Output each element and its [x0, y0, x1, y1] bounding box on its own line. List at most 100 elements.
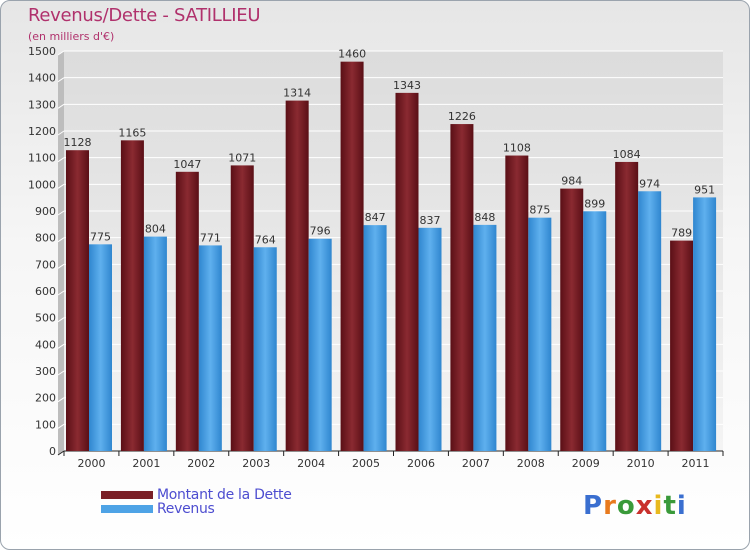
gridline-wall: [57, 50, 65, 56]
bar-revenus: [363, 225, 387, 451]
gridline-wall: [57, 290, 65, 296]
data-label-dette: 1047: [173, 158, 201, 171]
bar-revenus: [89, 244, 112, 451]
logo-letter: t: [663, 491, 677, 521]
gridline-wall: [57, 370, 65, 376]
x-tick-label: 2010: [627, 457, 655, 470]
gridline-wall: [57, 237, 65, 243]
bar-dette: [450, 124, 474, 452]
x-tick-label: 2008: [517, 457, 545, 470]
x-tick-label: 2001: [132, 457, 160, 470]
y-tick-label: 800: [35, 232, 56, 245]
gridline-wall: [57, 423, 65, 429]
x-tick-label: 2005: [352, 457, 380, 470]
x-tick-label: 2011: [682, 457, 710, 470]
bar-dette: [340, 61, 364, 452]
gridline-wall: [57, 103, 65, 109]
y-tick-label: 700: [35, 258, 56, 271]
x-tick-label: 2006: [407, 457, 435, 470]
chart-subtitle: (en milliers d'€): [28, 30, 115, 43]
bar-dette: [66, 150, 89, 451]
plot-background: [64, 51, 723, 451]
legend-swatch-revenus: [101, 505, 153, 513]
plot-side-wall: [58, 51, 64, 455]
bar-revenus: [253, 247, 277, 451]
data-label-revenus: 974: [639, 177, 660, 190]
data-label-dette: 1108: [503, 142, 531, 155]
gridline-wall: [57, 130, 65, 136]
data-label-revenus: 848: [474, 211, 495, 224]
legend-item-debt: Montant de la Dette: [101, 487, 292, 503]
logo-letter: r: [603, 491, 617, 521]
y-tick-label: 1500: [28, 45, 56, 58]
data-label-dette: 1084: [613, 148, 641, 161]
bar-dette: [505, 155, 529, 452]
legend-swatch-debt: [101, 491, 153, 499]
y-tick-label: 900: [35, 205, 56, 218]
data-label-revenus: 771: [200, 231, 221, 244]
bar-dette: [395, 92, 419, 451]
data-label-dette: 1460: [338, 48, 366, 61]
gridline-wall: [57, 210, 65, 216]
data-label-revenus: 804: [145, 223, 166, 236]
data-label-dette: 1314: [283, 87, 311, 100]
logo-letter: i: [653, 491, 664, 521]
y-tick-label: 1000: [28, 178, 56, 191]
data-label-dette: 984: [561, 175, 582, 188]
logo-letter: o: [616, 491, 636, 521]
bar-revenus: [583, 211, 607, 451]
data-label-revenus: 837: [420, 214, 441, 227]
data-label-revenus: 899: [584, 197, 605, 210]
bar-dette: [615, 161, 639, 451]
x-tick-label: 2007: [462, 457, 490, 470]
bar-revenus: [473, 224, 497, 451]
data-label-revenus: 875: [529, 204, 550, 217]
y-tick-label: 400: [35, 338, 56, 351]
bar-dette: [285, 100, 309, 451]
bar-revenus: [693, 197, 717, 451]
gridline-wall: [57, 77, 65, 83]
logo-letter: P: [583, 491, 604, 521]
y-tick-label: 1100: [28, 152, 56, 165]
logo-letter: x: [635, 491, 654, 521]
logo-letter: i: [676, 491, 687, 521]
gridline-wall: [57, 183, 65, 189]
proxiti-logo: Proxiti: [583, 491, 687, 521]
gridline-wall: [57, 317, 65, 323]
bar-dette: [175, 171, 199, 452]
data-label-dette: 1071: [228, 151, 256, 164]
x-tick-label: 2002: [187, 457, 215, 470]
bar-revenus: [143, 236, 167, 451]
bar-revenus: [528, 217, 552, 451]
bar-dette: [120, 140, 144, 452]
data-label-revenus: 951: [694, 183, 715, 196]
data-label-revenus: 775: [90, 230, 111, 243]
legend-item-revenus: Revenus: [101, 501, 215, 517]
gridline-wall: [57, 263, 65, 269]
bar-dette: [230, 165, 254, 451]
y-tick-label: 500: [35, 312, 56, 325]
gridline-wall: [57, 397, 65, 403]
bar-revenus: [308, 238, 332, 451]
data-label-revenus: 847: [365, 211, 386, 224]
chart-title: Revenus/Dette - SATILLIEU: [28, 5, 261, 26]
bar-revenus: [198, 245, 222, 451]
data-label-dette: 1226: [448, 110, 476, 123]
y-tick-label: 1200: [28, 125, 56, 138]
data-label-dette: 1343: [393, 79, 421, 92]
bar-dette: [560, 188, 584, 451]
data-label-dette: 1165: [118, 126, 146, 139]
x-axis-wall: [57, 450, 65, 456]
bar-revenus: [418, 227, 442, 451]
bar-dette: [670, 240, 694, 451]
data-label-revenus: 796: [310, 225, 331, 238]
y-tick-label: 0: [49, 445, 56, 458]
x-tick-label: 2004: [297, 457, 325, 470]
y-tick-label: 1300: [28, 98, 56, 111]
y-tick-label: 600: [35, 285, 56, 298]
legend-label-revenus: Revenus: [157, 501, 215, 517]
y-tick-label: 1400: [28, 72, 56, 85]
data-label-dette: 1128: [64, 136, 92, 149]
